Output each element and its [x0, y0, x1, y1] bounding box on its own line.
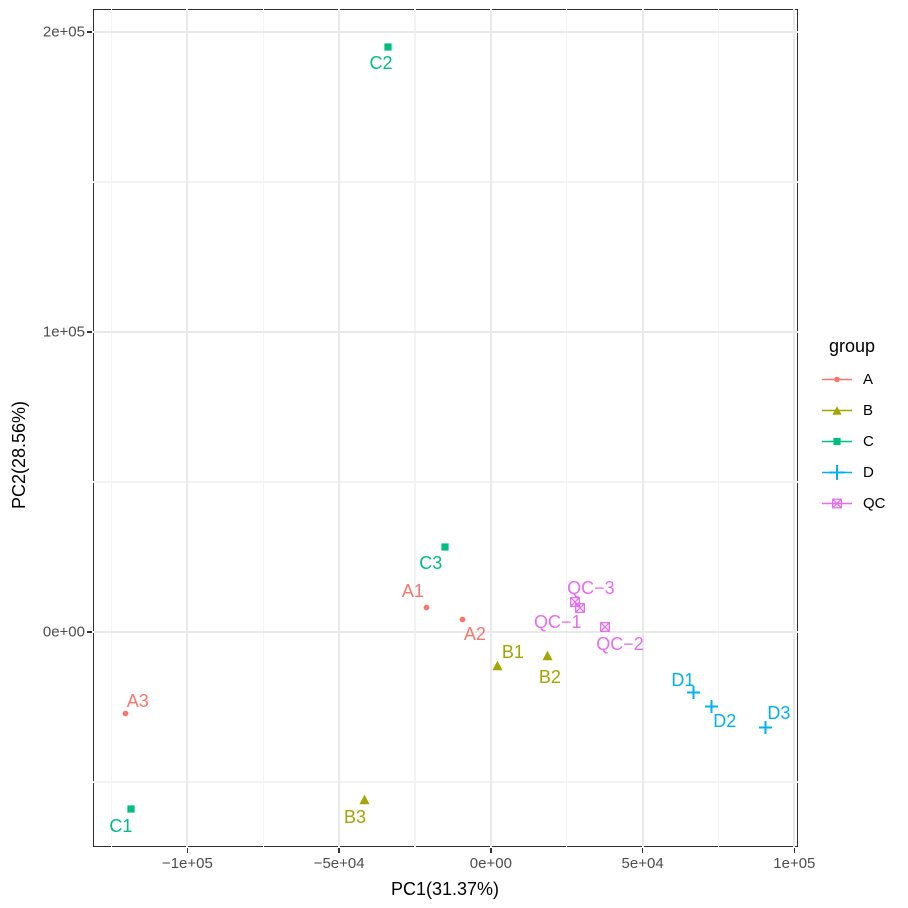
y-tick-label: 2e+05	[42, 23, 85, 41]
y-major-gridline	[93, 31, 798, 34]
y-minor-gridline	[93, 181, 798, 183]
legend-label-B: B	[863, 402, 874, 419]
legend-item-A: A	[821, 370, 886, 389]
point-label-C1: C1	[109, 815, 133, 836]
point-B2	[542, 650, 554, 661]
x-minor-gridline	[414, 9, 416, 847]
legend-key-B-icon	[821, 401, 853, 420]
point-C3	[441, 543, 449, 551]
point-label-B2: B2	[538, 666, 561, 687]
legend-label-C: C	[863, 433, 874, 450]
point-A1	[423, 604, 430, 611]
legend-item-B: B	[821, 401, 886, 420]
point-label-QC−3: QC−3	[567, 577, 615, 598]
y-major-gridline	[93, 331, 798, 334]
x-minor-gridline	[262, 9, 264, 847]
x-axis-title: PC1(31.37%)	[390, 879, 500, 899]
x-major-gridline	[338, 9, 341, 847]
point-label-B1: B1	[501, 641, 524, 662]
legend-key-C-icon	[821, 432, 853, 451]
x-tick-mark	[186, 848, 189, 853]
x-tick-label: 1e+05	[773, 855, 816, 872]
point-label-A1: A1	[401, 581, 424, 602]
point-C2	[384, 43, 392, 51]
legend-label-QC: QC	[863, 495, 886, 512]
y-tick-mark	[87, 31, 92, 33]
y-tick-label: 1e+05	[42, 323, 85, 341]
point-label-D3: D3	[767, 703, 791, 724]
legend-items: A B C D QC	[821, 370, 886, 513]
legend-label-A: A	[863, 371, 874, 388]
x-tick-label: 0e+00	[469, 855, 512, 872]
point-C1	[127, 805, 135, 813]
legend-title: group	[829, 336, 876, 356]
legend-label-D: D	[863, 464, 874, 481]
x-tick-label: −5e+04	[313, 855, 365, 872]
y-minor-gridline	[93, 481, 798, 483]
x-major-gridline	[186, 9, 189, 847]
legend-item-QC: QC	[821, 494, 886, 513]
legend: group A B C D QC	[821, 336, 886, 513]
point-QC−2	[600, 621, 610, 632]
y-tick-mark	[87, 331, 92, 333]
panel-border	[93, 9, 798, 847]
point-label-D1: D1	[671, 669, 695, 690]
legend-item-D: D	[821, 463, 886, 482]
legend-key-D-icon	[821, 463, 853, 482]
point-A2	[459, 616, 466, 623]
x-minor-gridline	[717, 9, 720, 847]
plot-panel: A1 A2 A3 B1 B2 B3 C1 C2 C3 D1 D2 D3 QC−1 QC−2 QC−3	[93, 9, 798, 847]
x-major-gridline	[489, 9, 492, 847]
point-label-QC−2: QC−2	[596, 633, 644, 654]
x-tick-label: 5e+04	[621, 855, 664, 872]
point-D3	[759, 720, 773, 734]
point-D1	[687, 686, 701, 700]
x-major-gridline	[793, 9, 796, 847]
y-axis-title: PC2(28.56%)	[9, 400, 29, 510]
y-minor-gridline	[93, 781, 798, 783]
point-A3	[122, 710, 129, 717]
legend-key-QC-icon	[821, 494, 853, 513]
point-D2	[705, 700, 719, 714]
point-label-QC−1: QC−1	[534, 611, 582, 632]
x-tick-mark	[793, 848, 796, 853]
x-minor-gridline	[565, 9, 568, 847]
point-label-A2: A2	[463, 624, 486, 645]
point-label-D2: D2	[713, 710, 737, 731]
point-B3	[358, 794, 370, 805]
point-label-C3: C3	[419, 553, 443, 574]
x-tick-mark	[490, 848, 492, 853]
x-tick-label: −1e+05	[161, 855, 213, 872]
y-tick-label: 0e+00	[42, 623, 85, 641]
legend-key-A-icon	[821, 370, 853, 389]
y-tick-mark	[87, 631, 92, 633]
point-label-C2: C2	[369, 53, 393, 74]
x-tick-mark	[338, 848, 340, 853]
x-tick-mark	[641, 848, 644, 853]
x-minor-gridline	[110, 9, 113, 847]
x-major-gridline	[641, 9, 644, 847]
point-B1	[492, 660, 503, 671]
legend-item-C: C	[821, 432, 886, 451]
point-QC−3	[569, 597, 580, 607]
y-major-gridline	[93, 630, 798, 633]
point-label-A3: A3	[126, 690, 149, 711]
point-label-B3: B3	[343, 807, 367, 827]
